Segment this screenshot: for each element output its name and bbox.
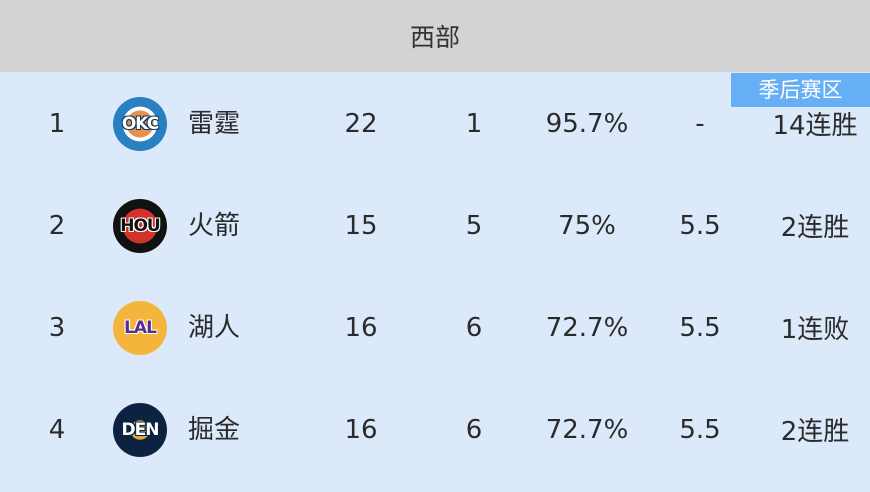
rank-cell: 3 — [48, 313, 66, 343]
streak-cell: 2连胜 — [780, 417, 850, 447]
team-name[interactable]: 湖人 — [188, 313, 241, 343]
rank-cell: 2 — [48, 211, 66, 241]
team-name[interactable]: 掘金 — [188, 415, 241, 445]
wins-cell: 16 — [344, 415, 378, 445]
wins-cell: 15 — [344, 211, 378, 241]
streak-cell: 2连胜 — [780, 213, 850, 243]
losses-cell: 5 — [465, 211, 483, 241]
losses-cell: 1 — [465, 109, 483, 139]
losses-cell: 6 — [465, 415, 483, 445]
losses-cell: 6 — [465, 313, 483, 343]
streak-cell: 1连败 — [780, 315, 850, 345]
gb-cell: 5.5 — [679, 415, 721, 445]
playoff-zone-badge: 季后赛区 — [731, 73, 870, 107]
team-logo: OKC — [113, 97, 167, 151]
team-logo: DEN — [113, 403, 167, 457]
standings-row[interactable]: HOU 火箭 2 15 5 75% 5.5 2连胜 — [0, 196, 870, 256]
standings-row[interactable]: LAL 湖人 3 16 6 72.7% 5.5 1连败 — [0, 298, 870, 358]
pct-cell: 72.7% — [545, 313, 629, 343]
gb-cell: 5.5 — [679, 313, 721, 343]
team-logo: HOU — [113, 199, 167, 253]
standings-row[interactable]: DEN 掘金 4 16 6 72.7% 5.5 2连胜 — [0, 400, 870, 460]
conference-title: 西部 — [409, 23, 460, 52]
team-name[interactable]: 火箭 — [188, 211, 241, 241]
team-name[interactable]: 雷霆 — [188, 109, 241, 139]
team-logo: LAL — [113, 301, 167, 355]
wins-cell: 22 — [344, 109, 378, 139]
standings-row[interactable]: OKC 雷霆 1 22 1 95.7% - 14连胜 — [0, 94, 870, 154]
rank-cell: 1 — [48, 109, 66, 139]
pct-cell: 75% — [558, 211, 616, 241]
pct-cell: 95.7% — [545, 109, 629, 139]
conference-header: 西部 — [0, 0, 870, 72]
streak-cell: 14连胜 — [772, 111, 858, 141]
wins-cell: 16 — [344, 313, 378, 343]
pct-cell: 72.7% — [545, 415, 629, 445]
gb-cell: 5.5 — [679, 211, 721, 241]
gb-cell: - — [695, 109, 705, 139]
rank-cell: 4 — [48, 415, 66, 445]
